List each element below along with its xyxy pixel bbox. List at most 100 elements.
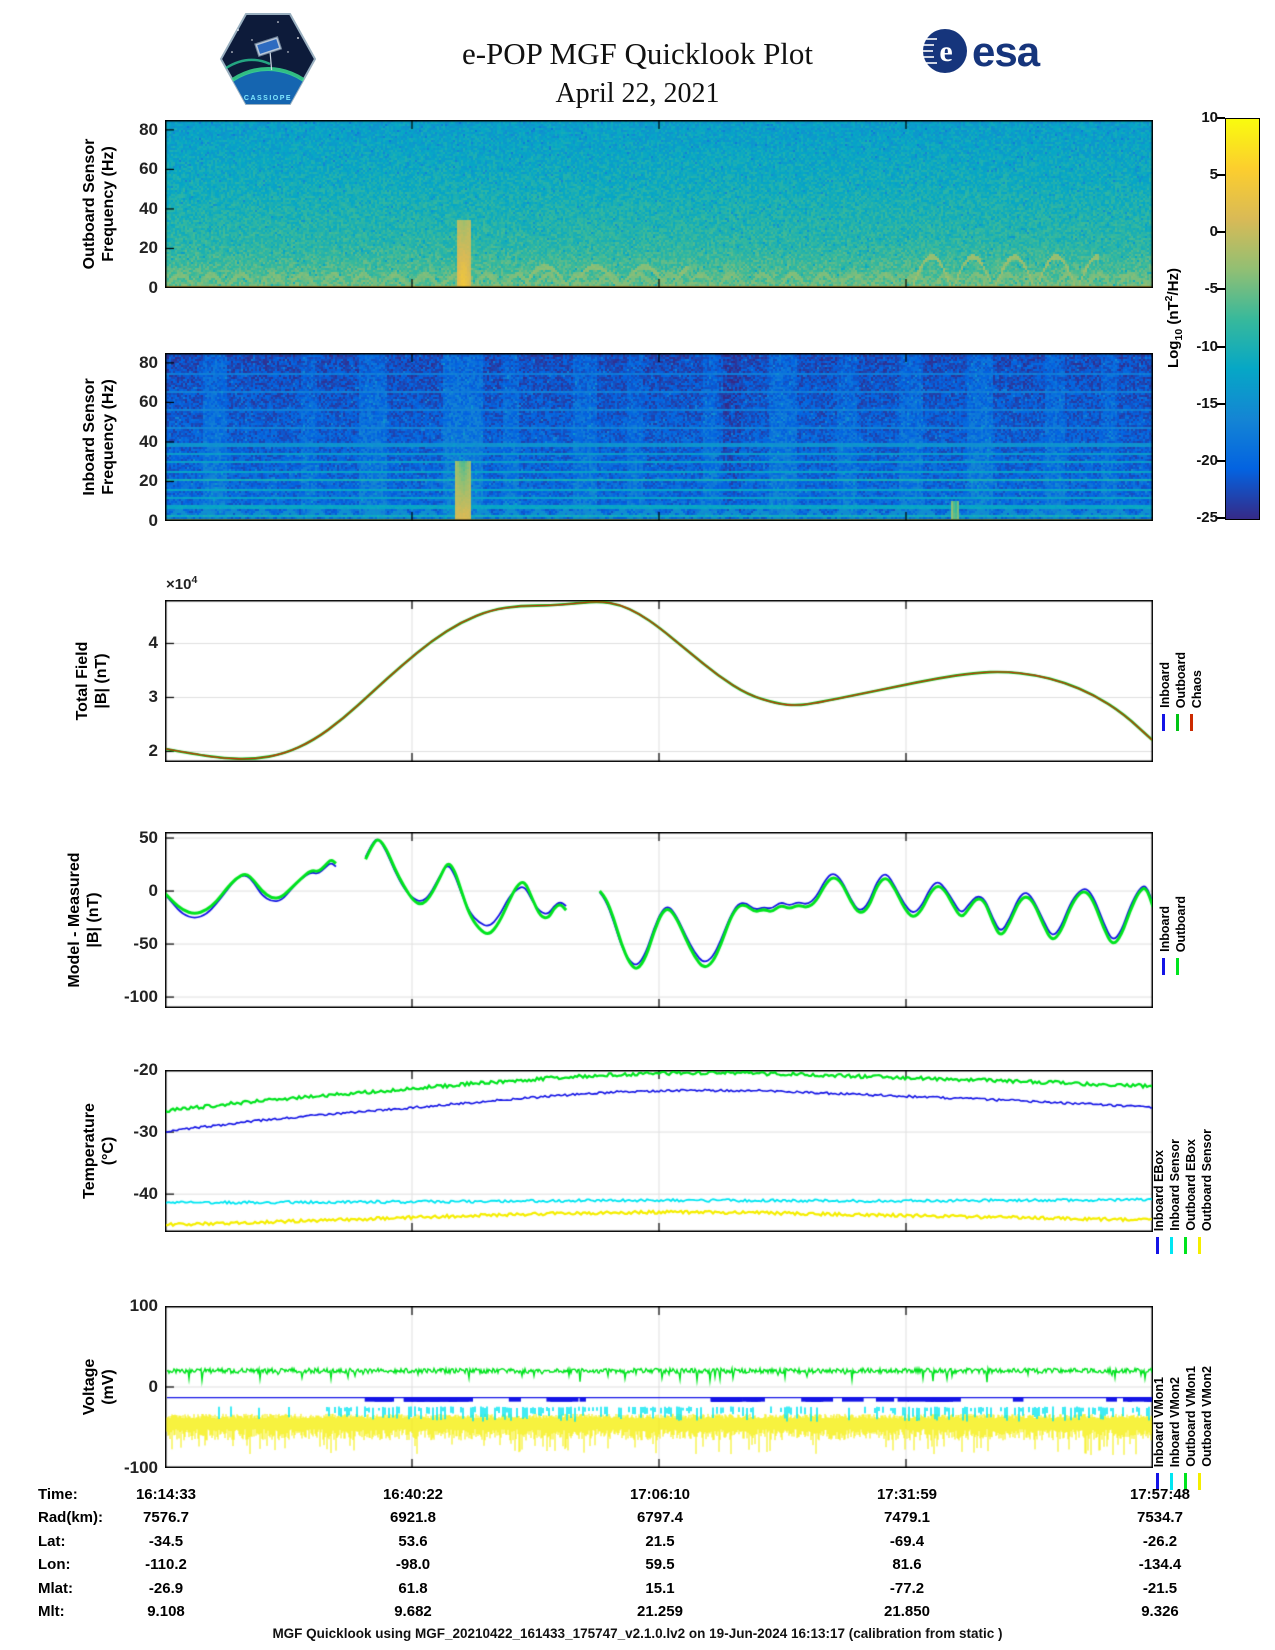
colorbar-tick-mark <box>1217 174 1225 177</box>
legend-key-swatch <box>1156 1473 1159 1490</box>
colorbar-tick-mark <box>1217 402 1225 405</box>
tick-label: 4 <box>148 633 158 653</box>
table-cell: 9.326 <box>1141 1603 1179 1620</box>
colorbar-label: Log10 (nT2/Hz) <box>1163 267 1185 369</box>
legend-key-swatch <box>1184 1473 1187 1490</box>
esa-text: esa <box>972 28 1041 75</box>
legend-key-swatch <box>1176 714 1179 731</box>
table-row-label: Lat: <box>38 1533 66 1550</box>
colorbar-tick-mark <box>1217 288 1225 291</box>
page-date: April 22, 2021 <box>555 78 720 109</box>
table-row-label: Mlat: <box>38 1580 73 1597</box>
table-cell: 21.850 <box>884 1603 930 1620</box>
esa-globe-e: e <box>939 35 952 68</box>
table-cell: 21.259 <box>637 1603 683 1620</box>
table-cell: 61.8 <box>398 1580 428 1597</box>
tick-label: 20 <box>139 238 158 258</box>
legend-panel-5: Inboard VMon1 Inboard VMon2 Outboard VMon1… <box>1152 1297 1214 1467</box>
table-cell: 9.682 <box>394 1603 432 1620</box>
satellite-graphic <box>254 35 283 71</box>
table-cell: -34.5 <box>148 1533 184 1550</box>
tick-label: 0 <box>148 1377 158 1396</box>
colorbar-tick-mark <box>1217 117 1225 119</box>
colorbar-tick-label: -25 <box>1196 509 1218 526</box>
legend-panel-4: Inboard EBox Inboard Sensor Outboard EBox O… <box>1152 1061 1214 1231</box>
table-cell: 9.108 <box>147 1603 185 1620</box>
legend-label: Outboard Sensor <box>1200 1128 1214 1231</box>
voltage-plot-canvas <box>165 1306 1153 1468</box>
legend-key-swatch <box>1198 1473 1201 1490</box>
table-cell: 6797.4 <box>637 1509 683 1526</box>
colorbar-tick-mark <box>1217 231 1225 234</box>
tick-label: -20 <box>133 1060 158 1079</box>
legend-key-swatch <box>1170 1237 1173 1254</box>
inboard-spectrogram-canvas <box>165 353 1153 521</box>
table-cell: -21.5 <box>1142 1580 1178 1597</box>
table-cell: -110.2 <box>145 1556 187 1573</box>
tick-label: 0 <box>148 511 158 530</box>
table-cell: 7576.7 <box>143 1509 189 1526</box>
cassiope-mission-patch-logo: CASSIOPE <box>219 13 317 105</box>
legend-keys <box>1156 1473 1212 1490</box>
tick-label: 2 <box>148 741 158 761</box>
tick-label: 3 <box>148 687 158 707</box>
legend-label: Inboard VMon2 <box>1168 1376 1182 1467</box>
tick-label: 20 <box>139 471 158 491</box>
colorbar-tick-label: 5 <box>1209 166 1218 184</box>
table-cell: 16:40:22 <box>382 1486 444 1503</box>
table-cell: 7534.7 <box>1137 1509 1183 1526</box>
ylabel-model-measured: Model - Measured |B| (nT) <box>66 852 102 988</box>
legend-panel-2: Inboard Outboard Chaos <box>1158 538 1204 708</box>
tick-label: 40 <box>139 198 158 218</box>
table-cell: -26.2 <box>1142 1533 1178 1550</box>
tick-label: 60 <box>139 392 158 412</box>
legend-key-swatch <box>1162 958 1165 975</box>
legend-panel-3: Inboard Outboard <box>1158 782 1188 952</box>
tick-label: 60 <box>139 159 158 179</box>
legend-label: Inboard EBox <box>1152 1149 1166 1231</box>
colorbar <box>1225 118 1260 520</box>
table-cell: -98.0 <box>395 1556 431 1573</box>
legend-key-swatch <box>1176 958 1179 975</box>
table-row-label: Lon: <box>38 1556 71 1573</box>
outboard-spectrogram-canvas <box>165 120 1153 288</box>
table-cell: 7479.1 <box>884 1509 930 1526</box>
table-cell: 21.5 <box>645 1533 675 1550</box>
table-cell: -69.4 <box>889 1533 925 1550</box>
legend-label: Outboard VMon1 <box>1184 1366 1198 1467</box>
legend-label: Outboard VMon2 <box>1200 1366 1214 1467</box>
legend-key-swatch <box>1184 1237 1187 1254</box>
table-cell: 53.6 <box>398 1533 428 1550</box>
colorbar-tick-label: 0 <box>1209 223 1218 241</box>
temperature-plot-canvas <box>165 1070 1153 1232</box>
legend-key-swatch <box>1190 714 1193 731</box>
legend-keys <box>1156 1237 1212 1254</box>
tick-label: 0 <box>148 278 158 297</box>
tick-label: -30 <box>133 1122 158 1142</box>
table-cell: -134.4 <box>1138 1556 1182 1573</box>
table-cell: 6921.8 <box>390 1509 436 1526</box>
table-row-label: Rad(km): <box>38 1509 104 1526</box>
legend-key-swatch <box>1162 714 1165 731</box>
total-field-plot-canvas <box>165 600 1153 762</box>
legend-label: Outboard <box>1174 651 1188 708</box>
colorbar-tick-label: -15 <box>1196 394 1218 412</box>
y-axis-exponent-label: ×104 <box>166 574 198 593</box>
table-cell: 17:31:59 <box>876 1486 938 1503</box>
colorbar-tick-label: -5 <box>1204 280 1218 298</box>
esa-logo: e esa <box>923 28 1042 75</box>
colorbar-tick-mark <box>1217 345 1225 348</box>
table-cell: -26.9 <box>148 1580 184 1597</box>
colorbar-tick-mark <box>1217 459 1225 462</box>
legend-keys <box>1162 958 1190 975</box>
tick-label: -50 <box>133 934 158 954</box>
tick-label: 80 <box>139 119 158 139</box>
page-title: e-POP MGF Quicklook Plot <box>461 36 814 71</box>
table-cell: -77.2 <box>889 1580 925 1597</box>
legend-keys <box>1162 714 1204 731</box>
legend-label: Inboard <box>1158 662 1172 708</box>
table-row-label: Mlt: <box>38 1603 65 1620</box>
model-measured-plot-canvas <box>165 832 1153 1008</box>
table-cell: 59.5 <box>645 1556 675 1573</box>
table-cell: 15.1 <box>645 1580 675 1597</box>
